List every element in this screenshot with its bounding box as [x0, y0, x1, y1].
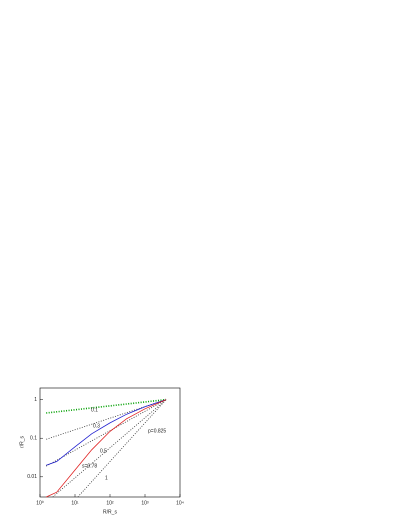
x-tick-label: 10⁴	[176, 500, 184, 506]
series-line	[46, 399, 167, 498]
plot-frame	[39, 387, 181, 498]
y-tick-label: 0.01	[27, 474, 37, 480]
x-tick-label: 10²	[106, 500, 114, 506]
y-tick-label: 0.1	[30, 436, 37, 442]
series-line	[46, 398, 167, 414]
annotation: s=0.78	[82, 463, 97, 469]
y-tick-label: 1	[34, 397, 37, 403]
x-axis-label: R/R_s	[103, 509, 117, 515]
annotation: p=0.825	[148, 428, 166, 434]
y-axis-label: r/R_s	[19, 436, 25, 448]
annotation: 0.3	[93, 423, 100, 429]
annotation: 0.5	[100, 448, 107, 454]
x-tick-label: 10¹	[71, 500, 79, 506]
x-tick-label: 10³	[141, 500, 149, 506]
series-line	[46, 399, 167, 467]
annotation: 0.1	[91, 407, 98, 413]
series-line	[77, 399, 167, 498]
x-tick-label: 10⁰	[36, 500, 44, 506]
series-line	[52, 399, 167, 498]
annotation: 1	[105, 475, 108, 481]
series-line	[46, 399, 167, 466]
